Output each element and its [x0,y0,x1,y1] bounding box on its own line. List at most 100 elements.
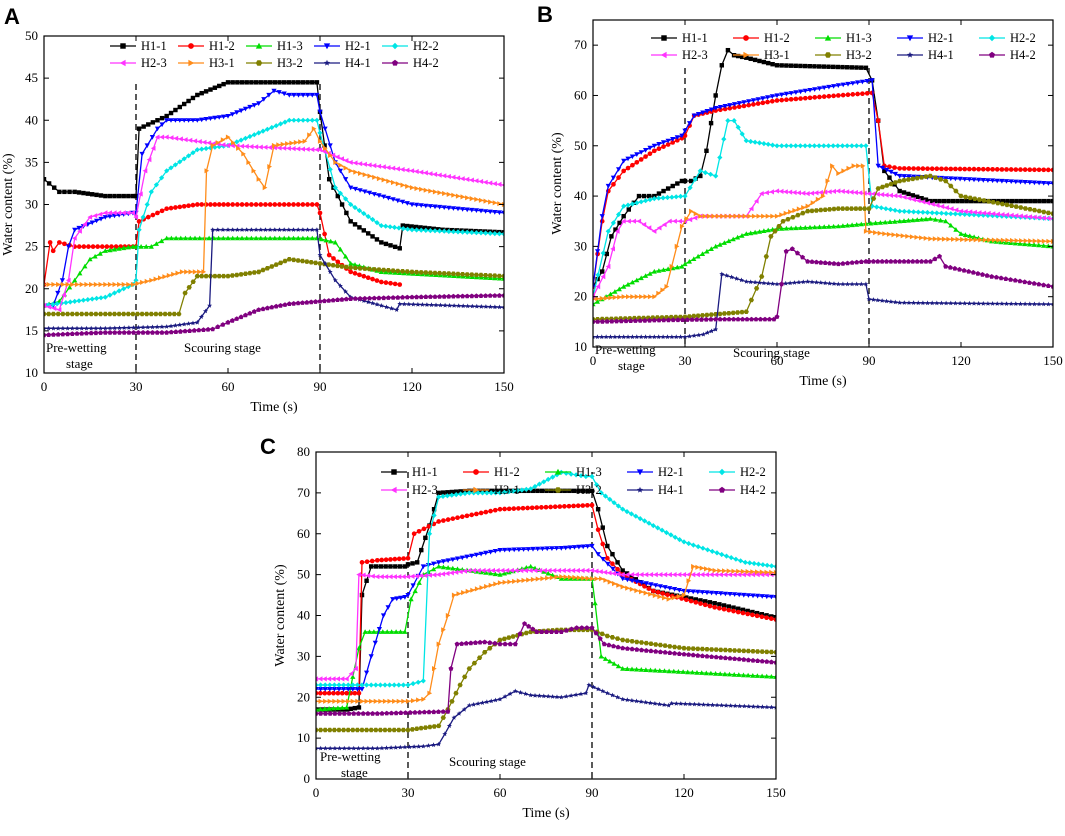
data-point [967,195,973,201]
data-point [955,198,960,204]
data-point [759,649,765,654]
data-point [643,273,649,278]
data-point [336,698,342,704]
data-point [1012,240,1018,246]
data-point [963,208,968,215]
y-tick-label: 50 [297,567,310,582]
data-point [705,547,711,553]
data-point [391,224,398,230]
data-point [253,227,259,232]
data-point [98,295,104,301]
data-point [1041,215,1046,221]
data-point [462,490,468,497]
data-point [615,503,621,509]
data-point [957,176,963,182]
data-point [131,325,137,330]
data-point [446,723,452,728]
data-point [44,177,47,182]
data-point [352,204,358,211]
data-point [677,537,683,543]
data-point [181,101,187,107]
data-point [295,300,301,306]
data-point [353,169,358,175]
data-point [795,212,801,218]
data-point [514,487,521,494]
data-point [563,574,569,580]
data-point [299,258,306,264]
data-point [322,231,327,237]
data-point [450,557,456,563]
data-point [726,311,732,316]
data-point [713,106,719,111]
data-point [759,673,765,679]
data-point [600,319,605,324]
data-point [783,248,789,254]
data-point [321,298,327,304]
data-point [667,572,672,578]
data-point [387,698,393,704]
data-point [643,667,649,672]
data-point [328,152,333,158]
data-point [314,117,320,123]
x-tick-label: 60 [771,353,784,368]
data-point [660,334,666,339]
data-point [76,225,82,231]
data-point [722,647,728,653]
data-point [731,605,736,610]
data-point [455,175,461,181]
data-point [317,130,323,136]
data-point [488,490,494,496]
data-point [798,225,804,230]
data-point [1036,208,1042,214]
data-point [199,90,204,96]
y-tick-label: 80 [297,444,310,459]
data-point [521,577,527,583]
data-point [710,702,715,708]
data-point [69,325,75,331]
data-point [525,505,530,511]
data-point [143,244,149,249]
data-point [756,213,762,219]
data-point [1018,167,1023,172]
data-point [172,162,178,168]
legend-item-h2-1: H2-1 [627,465,684,479]
data-point [507,691,513,696]
data-point [382,682,388,688]
data-point [360,572,366,578]
data-point [736,592,742,598]
data-point [574,625,580,630]
legend-item-h3-2: H3-2 [246,56,303,70]
data-point [449,699,455,704]
data-point [751,560,757,567]
data-point [177,104,183,110]
data-point [562,488,567,494]
data-point [416,743,422,749]
data-point [600,274,606,280]
data-point [326,298,332,303]
data-point [537,693,542,698]
data-point [229,112,235,117]
data-point [672,218,677,224]
data-point [717,105,723,110]
data-point [144,278,150,284]
data-point [839,143,846,149]
data-point [140,324,146,330]
data-point [50,311,56,317]
data-point [736,648,742,653]
data-point [93,330,99,336]
data-point [153,241,159,246]
data-point [370,300,375,306]
data-point [511,506,517,511]
data-point [579,625,585,630]
data-point [831,93,836,99]
data-point [765,95,771,100]
data-point [655,525,661,531]
legend-label: H3-2 [846,48,872,62]
data-point [958,231,964,236]
data-point [783,225,789,231]
data-point [717,605,722,611]
data-point [244,235,250,241]
data-point [154,126,161,132]
data-point [755,704,761,709]
data-point [656,268,662,273]
